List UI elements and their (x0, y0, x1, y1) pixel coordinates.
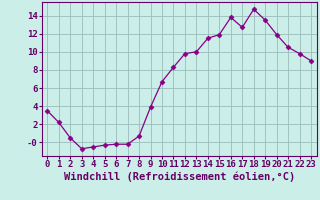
X-axis label: Windchill (Refroidissement éolien,°C): Windchill (Refroidissement éolien,°C) (64, 172, 295, 182)
